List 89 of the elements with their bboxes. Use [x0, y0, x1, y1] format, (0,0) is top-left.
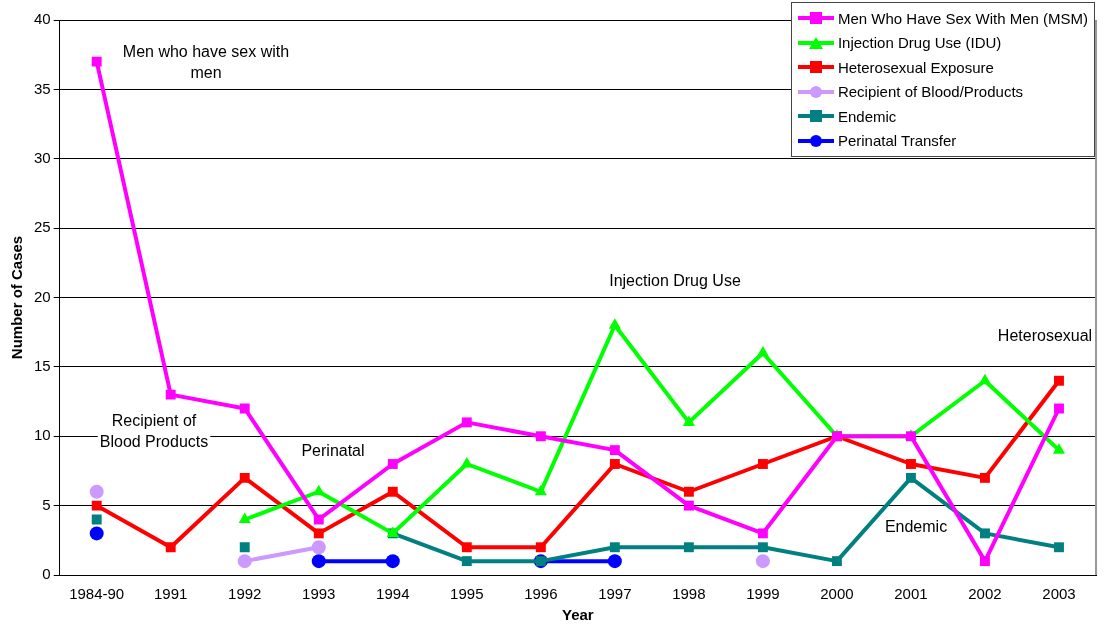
x-tick-label: 1994	[376, 585, 410, 603]
point	[756, 346, 769, 357]
point	[535, 542, 546, 553]
x-tick-label: 1995	[450, 585, 484, 603]
point	[385, 554, 400, 569]
point	[89, 484, 104, 499]
x-tick-label: 1984-90	[69, 585, 125, 603]
point	[237, 554, 252, 569]
point	[461, 556, 472, 567]
point	[683, 500, 694, 511]
point	[609, 459, 620, 469]
point	[535, 431, 546, 442]
legend-label: Men Who Have Sex With Men (MSM)	[837, 9, 1088, 27]
legend-label: Injection Drug Use (IDU)	[837, 34, 1002, 52]
y-tick-label: 25	[34, 218, 51, 236]
legend-label: Perinatal Transfer	[837, 132, 957, 150]
legend-label: Recipient of Blood/Products	[837, 83, 1024, 101]
point	[89, 526, 104, 541]
x-tick-label: 2000	[820, 585, 854, 603]
point	[460, 457, 473, 468]
point	[683, 542, 694, 553]
point	[607, 554, 622, 569]
point	[312, 484, 325, 496]
annotation: Endemic	[884, 518, 948, 536]
point	[905, 472, 916, 483]
point	[682, 415, 695, 426]
annotation: Recipient of Blood Products	[99, 411, 209, 450]
point	[165, 389, 176, 400]
point	[461, 542, 472, 553]
y-tick-label: 15	[34, 357, 51, 375]
point	[683, 486, 694, 497]
y-tick-label: 40	[34, 10, 51, 28]
annotation: Men who have sex with men	[122, 42, 290, 81]
point	[757, 528, 768, 539]
annotation: Heterosexual	[997, 327, 1093, 345]
y-axis-title: Number of Cases	[8, 235, 26, 360]
y-tick-label: 35	[34, 79, 51, 97]
point	[608, 318, 621, 329]
point	[980, 472, 990, 483]
x-tick-label: 2002	[968, 585, 1002, 603]
point	[461, 417, 472, 428]
point	[534, 484, 547, 496]
point	[1054, 403, 1064, 414]
x-tick-label: 1992	[228, 585, 262, 603]
y-tick-label: 20	[34, 287, 51, 305]
point	[755, 554, 770, 569]
point	[757, 542, 768, 553]
point	[239, 542, 250, 553]
legend-label: Heterosexual Exposure	[837, 58, 994, 76]
point	[980, 556, 990, 567]
x-tick-label: 2003	[1042, 585, 1076, 603]
annotation: Injection Drug Use	[609, 272, 741, 290]
x-tick-label: 1997	[598, 585, 632, 603]
point	[905, 459, 916, 469]
point	[387, 486, 398, 497]
point	[1054, 542, 1064, 553]
point	[311, 554, 326, 569]
point	[91, 56, 102, 67]
point	[311, 540, 326, 555]
y-tick-label: 30	[34, 148, 51, 166]
point	[1052, 443, 1066, 454]
point	[313, 514, 324, 525]
x-tick-label: 1996	[524, 585, 558, 603]
legend-label: Endemic	[837, 107, 897, 125]
point	[91, 500, 102, 511]
point	[165, 542, 176, 553]
x-tick-label: 1993	[302, 585, 336, 603]
point	[238, 512, 251, 523]
x-tick-label: 2001	[894, 585, 928, 603]
point	[757, 459, 768, 469]
x-tick-label: 1999	[746, 585, 780, 603]
point	[313, 528, 324, 539]
x-axis-title: Year	[561, 606, 594, 624]
point	[831, 556, 842, 567]
point	[239, 403, 250, 414]
x-tick-label: 1991	[154, 585, 188, 603]
y-tick-label: 5	[42, 495, 51, 513]
annotation: Perinatal	[301, 442, 365, 460]
point	[609, 445, 620, 456]
point	[387, 459, 398, 469]
y-tick-label: 10	[34, 426, 51, 444]
point	[980, 528, 990, 539]
y-tick-label: 0	[42, 565, 51, 583]
point	[91, 514, 102, 525]
x-tick-label: 1998	[672, 585, 706, 603]
point	[609, 542, 620, 553]
point	[239, 472, 250, 483]
point	[1054, 375, 1064, 386]
point	[978, 373, 992, 385]
